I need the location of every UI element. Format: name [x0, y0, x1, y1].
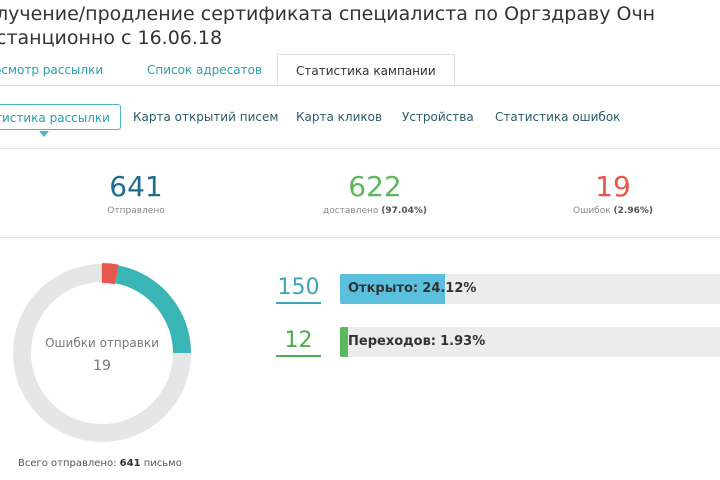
- main-tabs: осмотр рассылки Список адресатов Статист…: [0, 54, 720, 86]
- delivered-label-text: доставлено: [322, 206, 379, 216]
- subtab-opens-map[interactable]: Карта открытий писем: [133, 110, 279, 124]
- campaign-title: лучение/продление сертификата специалист…: [0, 2, 655, 50]
- active-subtab-pointer: [39, 131, 49, 137]
- campaign-title-line-2: станционно с 16.06.18: [0, 27, 223, 49]
- delivered-count: 622: [348, 170, 402, 203]
- sent-count: 641: [109, 170, 163, 203]
- total-sent-value: 641: [119, 458, 141, 469]
- divider-middle: [0, 237, 720, 238]
- opened-bar-track: Открыто: 24.12%: [340, 274, 720, 304]
- stat-sent: 641 Отправлено: [86, 170, 186, 216]
- opened-bar-fill: [340, 274, 445, 304]
- delivered-label: доставлено (97.04%): [315, 206, 435, 216]
- stat-delivered: 622 доставлено (97.04%): [315, 170, 435, 216]
- errors-label-text: Ошибок: [573, 206, 611, 216]
- donut-caption: Ошибки отправки: [45, 336, 159, 350]
- metric-opened: 150 Открыто: 24.12%: [276, 274, 720, 304]
- divider-top: [0, 148, 720, 149]
- opened-percent: 24.12%: [422, 281, 477, 296]
- sent-label: Отправлено: [107, 206, 165, 216]
- total-sent-prefix: Всего отправлено:: [18, 458, 117, 469]
- opened-bar-label: Открыто: 24.12%: [348, 281, 476, 296]
- clicks-bar-fill: [340, 327, 348, 357]
- subtab-devices[interactable]: Устройства: [402, 110, 474, 124]
- clicks-bar-track: Переходов: 1.93%: [340, 327, 720, 357]
- errors-donut-chart: [12, 263, 192, 443]
- errors-percent: (2.96%): [613, 206, 653, 216]
- delivered-percent: (97.04%): [381, 206, 427, 216]
- tab-campaign-stats[interactable]: Статистика кампании: [277, 54, 455, 84]
- opened-label: Открыто:: [348, 281, 419, 296]
- opened-count: 150: [276, 274, 321, 304]
- clicks-bar-label: Переходов: 1.93%: [348, 334, 485, 349]
- stats-subtabs: тистика рассылки Карта открытий писем Ка…: [0, 103, 720, 131]
- subtab-mailing-stats[interactable]: тистика рассылки: [0, 104, 121, 130]
- stat-errors: 19 Ошибок (2.96%): [563, 170, 663, 216]
- clicks-percent: 1.93%: [440, 334, 486, 349]
- errors-label: Ошибок (2.96%): [563, 206, 663, 216]
- metric-clicks: 12 Переходов: 1.93%: [276, 327, 720, 357]
- campaign-title-line-1: лучение/продление сертификата специалист…: [0, 3, 656, 25]
- donut-segment-red: [12, 263, 192, 443]
- total-sent-suffix: письмо: [143, 458, 182, 469]
- subtab-errors-stats[interactable]: Статистика ошибок: [495, 110, 621, 124]
- subtab-clicks-map[interactable]: Карта кликов: [296, 110, 383, 124]
- total-sent: Всего отправлено: 641 письмо: [18, 458, 182, 469]
- clicks-count: 12: [276, 327, 321, 357]
- errors-count: 19: [595, 170, 631, 203]
- tab-recipients[interactable]: Список адресатов: [147, 63, 263, 77]
- donut-value: 19: [93, 358, 111, 374]
- tab-preview[interactable]: осмотр рассылки: [0, 63, 104, 77]
- clicks-label: Переходов:: [348, 334, 436, 349]
- donut-center: Ошибки отправки 19: [12, 336, 192, 374]
